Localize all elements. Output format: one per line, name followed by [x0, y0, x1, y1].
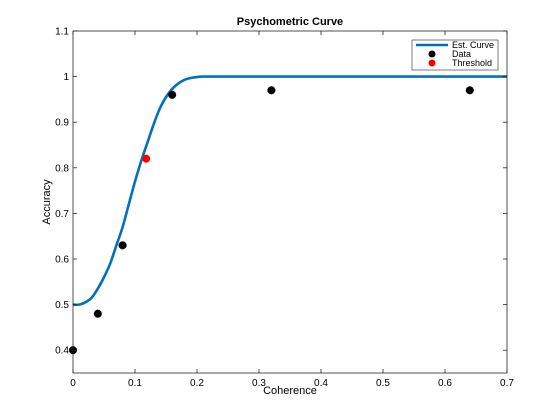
- data-point: [168, 90, 177, 99]
- x-tick-label: 0: [70, 378, 76, 389]
- x-axis-title: Coherence: [263, 385, 317, 397]
- x-tick-label: 0.7: [500, 378, 514, 389]
- x-tick-label: 0.6: [438, 378, 452, 389]
- y-tick-label: 0.9: [55, 118, 69, 129]
- legend-label-threshold: Threshold: [452, 58, 492, 68]
- data-point: [118, 241, 127, 250]
- legend: Est. Curve Data Threshold: [411, 39, 499, 71]
- est-curve-line: [72, 75, 507, 307]
- x-axis-ticks: 0 0.1 0.2 0.3 0.4 0.5 0.6 0.7: [70, 31, 514, 389]
- plot-area: [73, 31, 507, 373]
- x-tick-label: 0.2: [190, 378, 204, 389]
- x-tick-label: 0.5: [376, 378, 390, 389]
- y-tick-label: 0.6: [55, 255, 69, 266]
- chart-title: Psychometric Curve: [237, 16, 343, 28]
- curve-layer: [72, 75, 507, 307]
- legend-data-swatch: [428, 50, 436, 58]
- data-point: [465, 86, 474, 95]
- legend-label-est-curve: Est. Curve: [452, 40, 494, 50]
- y-tick-label: 0.5: [55, 300, 69, 311]
- y-tick-label: 0.7: [55, 209, 69, 220]
- y-tick-label: 1: [63, 72, 69, 83]
- plot-frame: [72, 30, 508, 374]
- data-point: [267, 86, 276, 95]
- y-axis-ticks: 0.4 0.5 0.6 0.7 0.8 0.9 1 1.1: [55, 27, 507, 357]
- x-tick-label: 0.1: [128, 378, 142, 389]
- y-tick-label: 1.1: [55, 27, 69, 38]
- points-layer: [68, 86, 474, 355]
- x-tick-label: 0.3: [252, 378, 266, 389]
- legend-label-data: Data: [452, 49, 471, 59]
- threshold-point: [142, 154, 151, 163]
- legend-threshold-swatch: [428, 59, 436, 67]
- data-point: [93, 309, 102, 318]
- x-tick-label: 0.4: [314, 378, 328, 389]
- y-axis-title: Accuracy: [41, 179, 53, 225]
- y-tick-label: 0.4: [55, 346, 69, 357]
- y-tick-label: 0.8: [55, 163, 69, 174]
